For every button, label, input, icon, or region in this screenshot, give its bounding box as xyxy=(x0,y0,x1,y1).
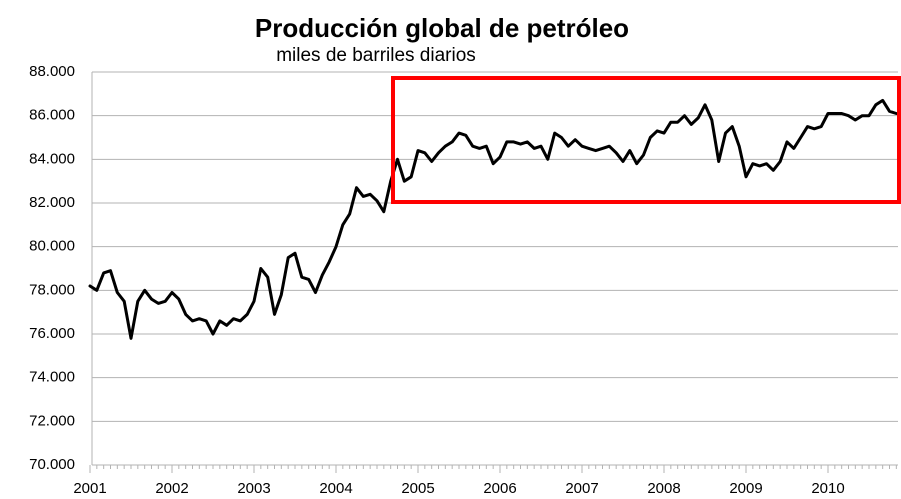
y-tick-label: 72.000 xyxy=(29,412,75,429)
y-tick-label: 70.000 xyxy=(29,456,75,473)
y-tick-label: 76.000 xyxy=(29,325,75,342)
x-tick-label: 2004 xyxy=(319,480,352,497)
highlight-box xyxy=(391,76,901,204)
x-tick-label: 2007 xyxy=(565,480,598,497)
y-tick-label: 88.000 xyxy=(29,63,75,80)
y-tick-label: 82.000 xyxy=(29,194,75,211)
y-tick-label: 84.000 xyxy=(29,150,75,167)
x-tick-label: 2009 xyxy=(729,480,762,497)
plot xyxy=(88,98,898,340)
x-tick-label: 2003 xyxy=(237,480,270,497)
x-tick-label: 2006 xyxy=(483,480,516,497)
x-tick-label: 2010 xyxy=(811,480,844,497)
x-tick-label: 2002 xyxy=(155,480,188,497)
y-tick-label: 74.000 xyxy=(29,369,75,386)
x-tick-label: 2005 xyxy=(401,480,434,497)
chart-subtitle: miles de barriles diarios xyxy=(276,45,476,66)
y-tick-label: 80.000 xyxy=(29,238,75,255)
x-tick-label: 2001 xyxy=(73,480,106,497)
data-line xyxy=(88,98,898,340)
x-tick-label: 2008 xyxy=(647,480,680,497)
grid: 70.000 72.000 74.000 76.000 78.000 80.000 82.0… xyxy=(29,63,898,497)
y-tick-label: 86.000 xyxy=(29,107,75,124)
y-tick-label: 78.000 xyxy=(29,281,75,298)
chart-title: Producción global de petróleo xyxy=(255,13,629,43)
